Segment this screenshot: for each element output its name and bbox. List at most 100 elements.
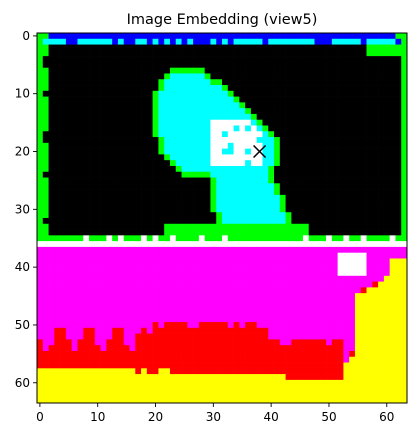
heatmap-cell: [152, 148, 159, 155]
heatmap-cell: [89, 270, 96, 277]
heatmap-cell: [42, 50, 49, 57]
heatmap-cell: [343, 252, 350, 259]
heatmap-cell: [65, 304, 73, 311]
heatmap-cell: [250, 362, 258, 369]
heatmap-cell: [256, 61, 263, 69]
heatmap-cell: [210, 61, 217, 69]
heatmap-cell: [146, 108, 153, 115]
heatmap-cell: [274, 310, 281, 317]
heatmap-cell: [181, 235, 188, 242]
heatmap-cell: [198, 281, 206, 288]
heatmap-cell: [250, 90, 258, 97]
heatmap-cell: [378, 212, 385, 219]
heatmap-cell: [297, 171, 304, 178]
heatmap-cell: [123, 137, 130, 144]
heatmap-cell: [146, 379, 153, 387]
heatmap-cell: [239, 270, 246, 277]
heatmap-cell: [164, 241, 171, 248]
heatmap-cell: [297, 316, 304, 323]
heatmap-cell: [204, 345, 211, 352]
heatmap-cell: [256, 252, 263, 259]
heatmap-cell: [349, 304, 356, 311]
heatmap-cell: [239, 154, 246, 161]
heatmap-cell: [383, 50, 391, 57]
heatmap-cell: [256, 125, 263, 132]
heatmap-cell: [354, 177, 362, 184]
heatmap-cell: [175, 183, 182, 190]
heatmap-cell: [291, 356, 298, 363]
heatmap-cell: [112, 56, 119, 63]
heatmap-cell: [65, 298, 73, 306]
heatmap-cell: [152, 368, 159, 375]
heatmap-cell: [60, 362, 67, 369]
heatmap-cell: [129, 368, 136, 375]
heatmap-cell: [274, 368, 281, 375]
heatmap-cell: [198, 73, 206, 80]
heatmap-cell: [89, 102, 96, 109]
heatmap-cell: [222, 142, 229, 149]
heatmap-cell: [181, 218, 188, 225]
heatmap-cell: [227, 154, 234, 161]
heatmap-cell: [89, 293, 96, 300]
heatmap-cell: [222, 298, 229, 306]
heatmap-cell: [112, 206, 119, 213]
heatmap-cell: [54, 368, 61, 375]
heatmap-cell: [291, 119, 298, 126]
heatmap-cell: [94, 350, 101, 358]
heatmap-cell: [106, 293, 113, 300]
heatmap-cell: [233, 362, 240, 369]
heatmap-cell: [71, 235, 78, 242]
heatmap-cell: [297, 391, 304, 398]
heatmap-cell: [331, 212, 338, 219]
heatmap-cell: [169, 327, 177, 334]
heatmap-cell: [285, 304, 292, 311]
heatmap-cell: [129, 293, 136, 300]
heatmap-cell: [71, 293, 78, 300]
heatmap-cell: [343, 287, 350, 294]
heatmap-cell: [210, 385, 217, 392]
heatmap-cell: [331, 391, 338, 398]
heatmap-cell: [152, 33, 159, 40]
heatmap-cell: [181, 148, 188, 155]
heatmap-cell: [366, 281, 373, 288]
heatmap-cell: [204, 235, 211, 242]
heatmap-cell: [54, 165, 61, 173]
heatmap-cell: [48, 154, 55, 161]
heatmap-cell: [65, 316, 73, 323]
heatmap-cell: [401, 67, 408, 74]
heatmap-cell: [297, 281, 304, 288]
heatmap-cell: [100, 333, 107, 340]
heatmap-cell: [320, 90, 327, 97]
heatmap-cell: [60, 148, 67, 155]
heatmap-cell: [37, 385, 44, 392]
heatmap-cell: [285, 345, 292, 352]
heatmap-cell: [106, 38, 113, 45]
heatmap-cell: [89, 327, 96, 334]
heatmap-cell: [89, 391, 96, 398]
heatmap-cell: [378, 33, 385, 40]
heatmap-cell: [372, 102, 379, 109]
heatmap-cell: [48, 90, 55, 97]
heatmap-cell: [117, 385, 125, 392]
heatmap-cell: [314, 90, 321, 97]
heatmap-cell: [112, 304, 119, 311]
heatmap-cell: [297, 385, 304, 392]
heatmap-cell: [360, 189, 367, 196]
heatmap-cell: [262, 350, 269, 358]
heatmap-cell: [354, 275, 362, 282]
heatmap-cell: [141, 397, 148, 404]
heatmap-cell: [279, 79, 286, 86]
heatmap-cell: [106, 73, 113, 80]
heatmap-cell: [175, 206, 182, 213]
heatmap-cell: [320, 293, 327, 300]
heatmap-cell: [112, 38, 119, 45]
heatmap-cell: [135, 148, 142, 155]
heatmap-cell: [181, 287, 188, 294]
heatmap-cell: [100, 223, 107, 230]
heatmap-cell: [152, 79, 159, 86]
heatmap-cell: [164, 73, 171, 80]
heatmap-cell: [395, 200, 402, 207]
heatmap-cell: [239, 108, 246, 115]
heatmap-cell: [222, 113, 229, 121]
heatmap-cell: [366, 165, 373, 173]
